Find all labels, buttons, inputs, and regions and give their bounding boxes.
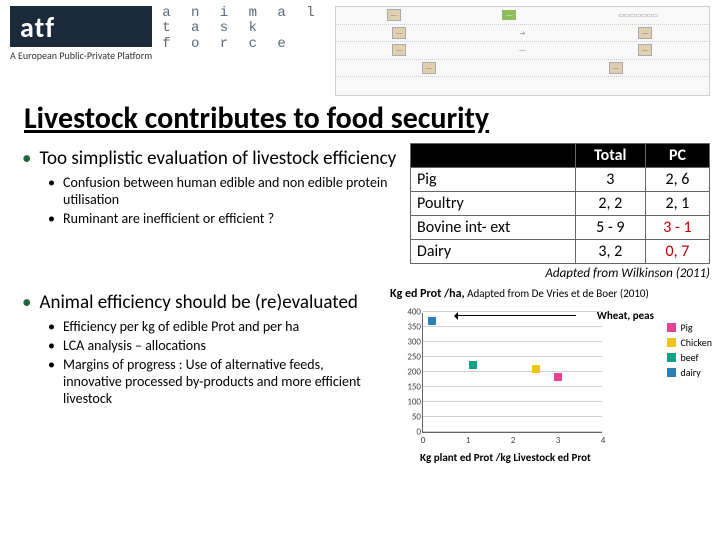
bullet-dot-icon: • [48, 337, 55, 354]
logo-subtitle: A European Public-Private Platform [10, 49, 152, 62]
bullet-2-sub-2: • LCA analysis – allocations [48, 337, 382, 354]
bullet-1-sub-2: • Ruminant are inefficient or efficient … [48, 210, 402, 227]
taskforce-text: a n i m a l t a s k f o r c e [162, 6, 320, 52]
bullet-2-sub-1: • Efficiency per kg of edible Prot and p… [48, 318, 382, 335]
arrow-icon [456, 315, 576, 316]
slide-title: Livestock contributes to food security [0, 96, 720, 139]
legend-item: Pig [667, 321, 712, 334]
table-row: Dairy3, 20, 7 [411, 240, 710, 264]
table-cell: 3 [575, 168, 645, 192]
chart-marker [554, 373, 562, 381]
logo-block-wrap: atf A European Public-Private Platform [10, 6, 152, 62]
table-cell: Bovine int- ext [411, 216, 576, 240]
logo: atf [10, 6, 152, 47]
chart-marker [532, 365, 540, 373]
table-cell: 3 - 1 [645, 216, 709, 240]
header: atf A European Public-Private Platform a… [0, 0, 720, 96]
left-column: • Too simplistic evaluation of livestock… [10, 143, 402, 281]
bullet-2: • Animal efficiency should be (re)evalua… [22, 291, 382, 314]
chart-marker [469, 361, 477, 369]
chart-marker [428, 317, 436, 325]
chart-xlabel: Kg plant ed Prot /kg Livestock ed Prot [420, 451, 720, 464]
bullet-2-sub-3: • Margins of progress : Use of alternati… [48, 356, 382, 407]
chart-annotation: Wheat, peas [597, 309, 654, 322]
chart-title: Kg ed Prot /ha, Adapted from De Vries et… [390, 287, 710, 301]
chart-axes: 05010015020025030035040001234 [422, 313, 602, 433]
lower-right: Kg ed Prot /ha, Adapted from De Vries et… [390, 287, 710, 464]
legend-item: beef [667, 351, 712, 364]
table-header: PC [645, 144, 709, 168]
bullet-dot-icon: • [48, 210, 55, 227]
legend-item: Chicken [667, 336, 712, 349]
table-header: Total [575, 144, 645, 168]
table-cell: 5 - 9 [575, 216, 645, 240]
header-diagram: ────▭▭▭▭▭▭▭ ──→── ────── ──── [335, 6, 710, 96]
table-cell: 3, 2 [575, 240, 645, 264]
bullet-dot-icon: • [48, 318, 55, 335]
bullet-dot-icon: • [48, 356, 55, 407]
bullet-dot-icon: • [22, 291, 31, 314]
right-column: Total PC Pig32, 6Poultry2, 22, 1Bovine i… [410, 143, 710, 281]
table-header [411, 144, 576, 168]
bullet-dot-icon: • [48, 174, 55, 208]
chart-legend: Pig Chicken beef dairy [667, 319, 712, 381]
efficiency-table: Total PC Pig32, 6Poultry2, 22, 1Bovine i… [410, 143, 710, 264]
bullet-dot-icon: • [22, 147, 31, 170]
table-row: Poultry2, 22, 1 [411, 192, 710, 216]
table-cell: Pig [411, 168, 576, 192]
upper-content: • Too simplistic evaluation of livestock… [0, 139, 720, 281]
table-cell: 2, 1 [645, 192, 709, 216]
table-cell: 2, 6 [645, 168, 709, 192]
table-row: Bovine int- ext5 - 93 - 1 [411, 216, 710, 240]
lower-content: • Animal efficiency should be (re)evalua… [0, 281, 720, 464]
table-caption: Adapted from Wilkinson (2011) [410, 266, 710, 281]
table-cell: 2, 2 [575, 192, 645, 216]
legend-item: dairy [667, 366, 712, 379]
lower-left: • Animal efficiency should be (re)evalua… [10, 287, 382, 464]
bullet-1-sub-1: • Confusion between human edible and non… [48, 174, 402, 208]
table-cell: Dairy [411, 240, 576, 264]
bullet-1: • Too simplistic evaluation of livestock… [22, 147, 402, 170]
table-cell: Poultry [411, 192, 576, 216]
scatter-chart: 05010015020025030035040001234 PigChicken… [396, 301, 656, 451]
table-row: Pig32, 6 [411, 168, 710, 192]
table-cell: 0, 7 [645, 240, 709, 264]
